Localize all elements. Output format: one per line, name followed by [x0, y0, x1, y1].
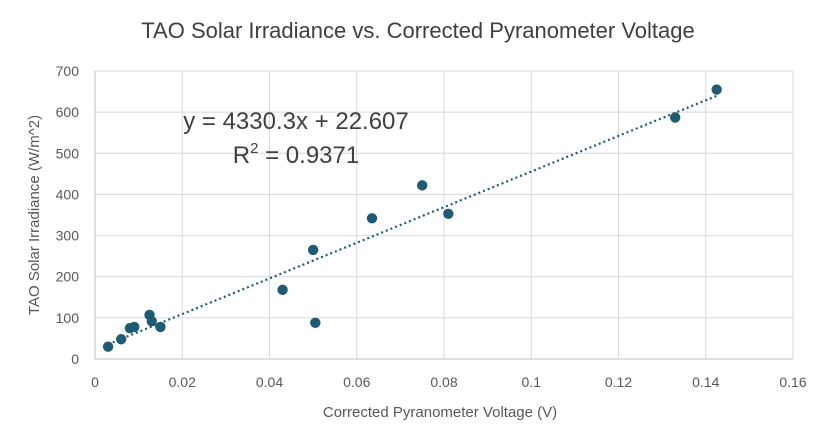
axes: 0 100 200 300 400 500 600 700 0 0.02 0.04 0.06 0.08 0… [56, 63, 807, 390]
x-tick-label: 0.02 [169, 374, 196, 390]
scatter-point [310, 317, 321, 328]
scatter-point [115, 334, 127, 345]
y-tick-label: 300 [56, 228, 80, 244]
scatter-point [443, 208, 454, 219]
y-tick-label: 400 [56, 186, 80, 202]
y-tick-label: 100 [56, 310, 80, 326]
r-squared-label: R2 = 0.9371 [233, 140, 359, 169]
y-tick-label: 200 [56, 269, 80, 285]
data-points [102, 84, 722, 352]
chart-title: TAO Solar Irradiance vs. Corrected Pyran… [141, 18, 695, 43]
x-tick-label: 0.16 [779, 374, 806, 390]
y-axis-title: TAO Solar Irradiance (W/m^2) [26, 115, 43, 315]
scatter-point [711, 84, 722, 95]
y-tick-label: 700 [56, 63, 80, 79]
scatter-point [155, 321, 166, 333]
y-tick-label: 600 [56, 104, 80, 120]
y-tick-label: 0 [71, 351, 79, 367]
y-tick-label: 500 [56, 145, 80, 161]
x-tick-label: 0.08 [430, 374, 457, 390]
x-tick-label: 0.12 [605, 374, 632, 390]
scatter-point [416, 180, 428, 191]
trendline-equation: y = 4330.3x + 22.607 [183, 108, 409, 135]
x-axis-title: Corrected Pyranometer Voltage (V) [323, 404, 557, 421]
scatter-point [102, 341, 114, 352]
scatter-point [277, 284, 288, 296]
scatter-point [146, 315, 157, 327]
x-tick-label: 0 [91, 374, 99, 390]
r-squared-superscript: 2 [250, 140, 258, 157]
scatter-point [670, 112, 681, 123]
scatter-point [129, 321, 140, 333]
x-tick-label: 0.1 [522, 374, 542, 390]
r-squared-prefix: R [233, 142, 250, 169]
r-squared-value: = 0.9371 [258, 142, 359, 169]
scatter-point [307, 244, 319, 256]
x-tick-label: 0.06 [343, 374, 370, 390]
scatter-point [366, 213, 378, 224]
x-tick-label: 0.04 [256, 374, 283, 390]
x-tick-label: 0.14 [692, 374, 719, 390]
